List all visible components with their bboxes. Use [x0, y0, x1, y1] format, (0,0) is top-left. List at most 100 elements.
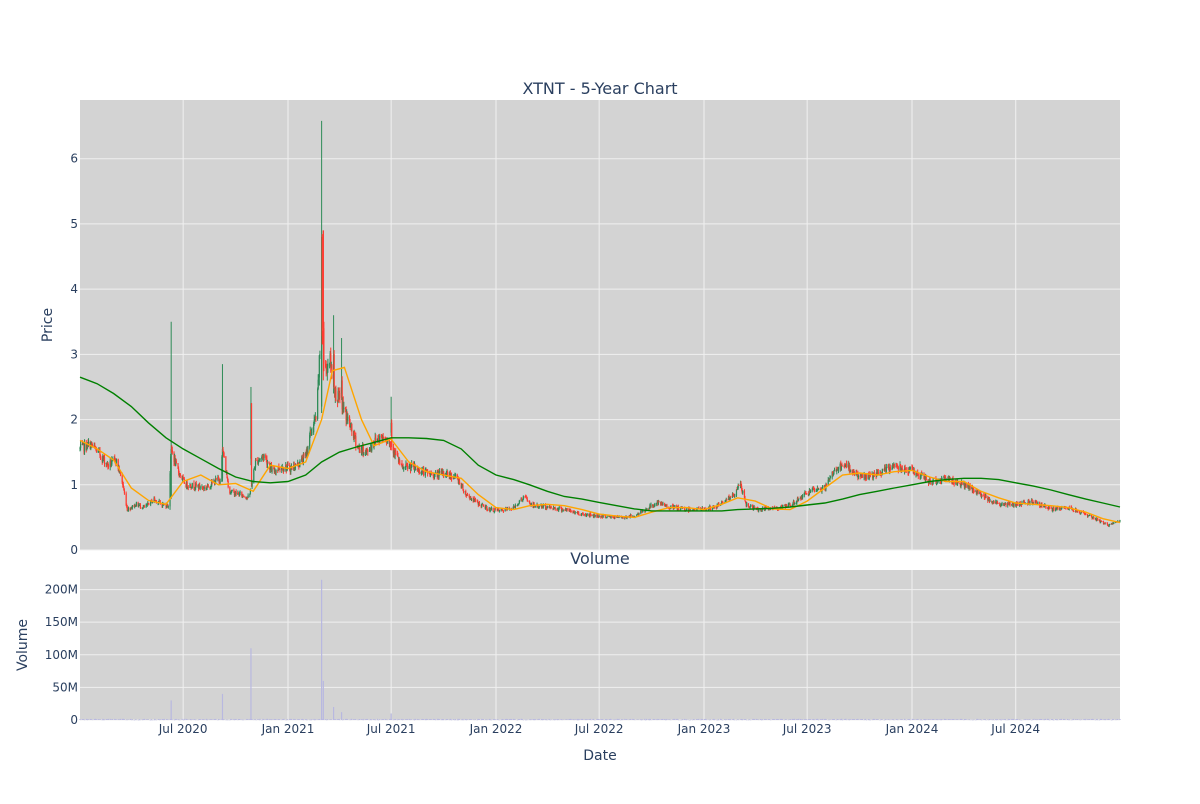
candle-body: [575, 512, 576, 513]
volume-bar: [248, 719, 249, 720]
volume-bar: [171, 700, 172, 720]
candle-body: [583, 513, 584, 515]
volume-bar: [834, 719, 835, 720]
candle-body: [599, 516, 600, 517]
volume-bar: [151, 719, 152, 720]
candle-body: [519, 501, 520, 504]
volume-bar: [511, 719, 512, 720]
candle-body: [1001, 503, 1002, 505]
candle-body: [171, 449, 172, 498]
volume-bar: [742, 719, 743, 720]
volume-bar: [442, 719, 443, 720]
volume-bar: [104, 719, 105, 720]
volume-bar: [275, 719, 276, 720]
candle-body: [638, 513, 639, 515]
volume-bar: [554, 719, 555, 720]
candle-body: [127, 507, 128, 511]
candle-body: [315, 417, 316, 419]
candle-body: [220, 482, 221, 483]
candle-body: [327, 364, 328, 367]
volume-bar: [865, 719, 866, 720]
volume-bar: [662, 719, 663, 720]
candle-body: [495, 508, 496, 509]
volume-bar: [407, 719, 408, 720]
candle-body: [323, 328, 324, 363]
candle-body: [323, 230, 324, 328]
candle-body: [240, 492, 241, 493]
candle-body: [371, 445, 372, 451]
volume-bar: [495, 719, 496, 720]
volume-bar: [383, 719, 384, 720]
chart-title: XTNT - 5-Year Chart: [522, 79, 677, 98]
candle-body: [391, 423, 392, 447]
candle-body: [303, 454, 304, 455]
candle-body: [190, 484, 191, 487]
volume-bar: [741, 719, 742, 720]
candle-body: [894, 464, 895, 467]
x-axis-title: Date: [583, 748, 616, 764]
volume-bar: [962, 719, 963, 720]
volume-bar: [103, 719, 104, 720]
volume-bar: [355, 719, 356, 720]
candle-body: [236, 492, 237, 495]
candle-body: [658, 502, 659, 503]
volume-bar: [918, 719, 919, 720]
candle-body: [248, 495, 249, 497]
volume-bar: [654, 719, 655, 720]
candle-body: [746, 503, 747, 505]
volume-bar: [993, 719, 994, 720]
volume-bar: [539, 719, 540, 720]
candle-body: [1073, 511, 1074, 512]
price-y-tick-label: 4: [70, 282, 78, 296]
volume-bar: [802, 719, 803, 720]
volume-bar: [640, 719, 641, 720]
volume-bar: [790, 719, 791, 720]
candle-body: [253, 470, 254, 482]
candle-body: [1097, 519, 1098, 520]
candle-body: [974, 491, 975, 492]
volume-bar: [391, 719, 392, 720]
volume-bar: [363, 719, 364, 720]
candle-body: [1053, 508, 1054, 511]
volume-bar: [1093, 719, 1094, 720]
volume-bar: [590, 719, 591, 720]
candle-body: [846, 464, 847, 467]
candle-body: [1073, 510, 1074, 511]
candle-body: [1105, 523, 1106, 524]
volume-bar: [176, 719, 177, 720]
candle-body: [702, 507, 703, 509]
volume-bar: [1001, 719, 1002, 720]
candle-body: [970, 486, 971, 489]
x-tick-label: Jan 2021: [261, 722, 315, 736]
candle-body: [650, 504, 651, 507]
candle-body: [806, 493, 807, 494]
x-tick-label: Jul 2021: [366, 722, 416, 736]
candle-body: [232, 490, 233, 491]
candle-body: [169, 473, 170, 506]
candle-body: [104, 457, 105, 464]
candle-body: [1045, 506, 1046, 508]
candle-body: [259, 459, 260, 460]
candle-body: [550, 506, 551, 508]
volume-bar: [483, 719, 484, 720]
volume-bar: [100, 719, 101, 720]
volume-bar: [1037, 719, 1038, 720]
volume-bar: [615, 719, 616, 720]
volume-bar: [924, 719, 925, 720]
volume-bar: [930, 719, 931, 720]
volume-bar: [519, 719, 520, 720]
candle-body: [363, 454, 364, 455]
candle-body: [563, 510, 564, 511]
candle-body: [80, 444, 81, 448]
candle-body: [654, 505, 655, 506]
volume-bar: [315, 719, 316, 720]
candle-body: [206, 487, 207, 488]
candle-body: [263, 455, 264, 458]
candle-body: [886, 467, 887, 472]
volume-bar: [1119, 719, 1120, 720]
candle-body: [942, 478, 943, 479]
candle-body: [188, 487, 189, 488]
volume-y-tick-label: 200M: [45, 583, 78, 597]
price-y-tick-label: 3: [70, 347, 78, 361]
